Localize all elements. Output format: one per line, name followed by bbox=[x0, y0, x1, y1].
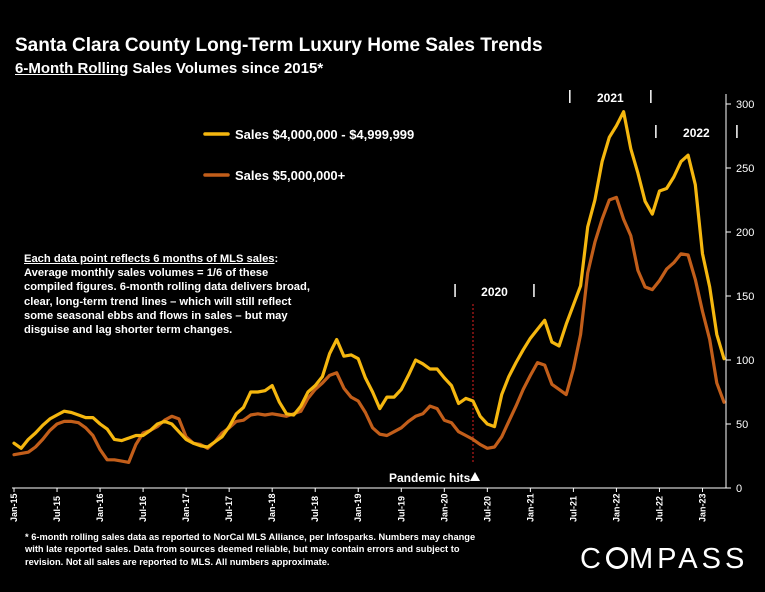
y-tick-label: 50 bbox=[736, 419, 748, 431]
y-tick-label: 100 bbox=[736, 355, 754, 367]
y-tick-label: 250 bbox=[736, 163, 754, 175]
x-tick-label: Jul-18 bbox=[310, 496, 320, 522]
period-label-2021: 2021 bbox=[597, 91, 624, 105]
chart-title: Santa Clara County Long-Term Luxury Home… bbox=[15, 35, 543, 56]
legend-label-1: Sales $4,000,000 - $4,999,999 bbox=[235, 127, 414, 142]
compass-logo: C MPASS bbox=[580, 543, 749, 575]
series-line-1 bbox=[12, 110, 726, 450]
x-tick-label: Jul-15 bbox=[52, 496, 62, 522]
subtitle-underlined: 6-Month Rolling bbox=[15, 60, 129, 77]
subtitle-rest: Sales Volumes since 2015* bbox=[128, 60, 324, 77]
x-tick-label: Jul-21 bbox=[568, 496, 578, 522]
x-tick-label: Jul-16 bbox=[138, 496, 148, 522]
y-tick-label: 0 bbox=[736, 483, 742, 495]
footnote: * 6-month rolling sales data as reported… bbox=[25, 532, 476, 567]
x-tick-label: Jul-20 bbox=[482, 496, 492, 522]
note-underlined: Each data point reflects 6 months of MLS… bbox=[24, 253, 275, 265]
x-tick-label: Jul-17 bbox=[224, 496, 234, 522]
series-line-2 bbox=[12, 195, 726, 464]
explanatory-note: Each data point reflects 6 months of MLS… bbox=[24, 252, 314, 337]
legend-label-2: Sales $5,000,000+ bbox=[235, 168, 346, 183]
chart-subtitle: 6-Month Rolling Sales Volumes since 2015… bbox=[15, 60, 323, 77]
y-tick-label: 200 bbox=[736, 227, 754, 239]
note-rest: : Average monthly sales volumes = 1/6 of… bbox=[24, 253, 310, 337]
pandemic-triangle-icon bbox=[469, 472, 480, 481]
x-tick-label: Jan-17 bbox=[181, 493, 191, 522]
x-tick-label: Jan-22 bbox=[611, 493, 621, 522]
x-tick-label: Jan-19 bbox=[353, 493, 363, 522]
x-tick-label: Jul-19 bbox=[396, 496, 406, 522]
y-tick-label: 150 bbox=[736, 291, 754, 303]
pandemic-label: Pandemic hits bbox=[389, 471, 471, 485]
x-tick-label: Jan-16 bbox=[95, 493, 105, 522]
x-tick-label: Jul-22 bbox=[654, 496, 664, 522]
x-tick-label: Jan-23 bbox=[697, 493, 707, 522]
y-tick-label: 300 bbox=[736, 99, 754, 111]
x-tick-label: Jan-21 bbox=[525, 493, 535, 522]
x-tick-label: Jan-15 bbox=[9, 493, 19, 522]
period-label-2022: 2022 bbox=[683, 126, 710, 140]
period-label-2020: 2020 bbox=[481, 285, 508, 299]
x-tick-label: Jan-20 bbox=[439, 493, 449, 522]
x-tick-label: Jan-18 bbox=[267, 493, 277, 522]
